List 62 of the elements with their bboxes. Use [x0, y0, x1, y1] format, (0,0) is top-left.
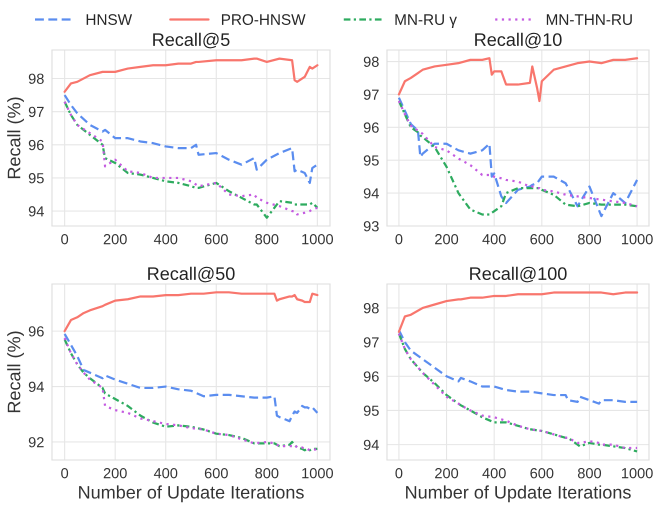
- y-tick-label: 95: [28, 173, 44, 184]
- y-tick-label: 98: [364, 303, 379, 314]
- y-tick-label: 94: [364, 440, 379, 450]
- y-tick-label: 94: [364, 188, 379, 199]
- x-tick-label: 600: [204, 468, 228, 478]
- x-tick-label: 400: [154, 468, 178, 478]
- y-tick-label: 92: [28, 437, 44, 448]
- x-tick-label: 600: [530, 234, 554, 244]
- y-tick-label: 96: [364, 122, 379, 133]
- x-tick-label: 600: [530, 468, 554, 478]
- y-tick-label: 97: [364, 90, 379, 100]
- x-tick-label: 800: [578, 468, 602, 478]
- x-tick-label: 0: [61, 468, 68, 478]
- y-tick-label: 95: [364, 155, 379, 166]
- y-tick-label: 94: [28, 382, 44, 392]
- x-tick-label: 600: [204, 234, 228, 244]
- x-tick-label: 1000: [622, 468, 653, 478]
- y-axis-title: Recall (%): [7, 97, 24, 178]
- y-tick-label: 95: [364, 406, 379, 416]
- chart-title: Recall@5: [153, 32, 230, 48]
- y-tick-label: 98: [28, 74, 44, 84]
- legend-label: PRO-HNSW: [222, 14, 306, 25]
- line-series: [398, 291, 638, 333]
- x-tick-label: 800: [578, 234, 602, 244]
- y-tick-label: 97: [364, 337, 379, 348]
- legend-label: HNSW: [86, 14, 132, 25]
- legend-label: MN-THN-RU: [546, 14, 632, 25]
- line-series: [398, 57, 638, 102]
- y-tick-label: 98: [364, 56, 379, 67]
- line-series: [64, 291, 318, 332]
- y-tick-label: 96: [364, 371, 379, 382]
- x-tick-label: 1000: [302, 234, 334, 244]
- x-tick-label: 200: [435, 234, 458, 244]
- x-tick-label: 200: [435, 468, 458, 478]
- chart-title: Recall@10: [475, 32, 562, 48]
- y-tick-label: 94: [28, 206, 44, 217]
- x-axis-title: Number of Update Iterations: [406, 485, 631, 502]
- x-tick-label: 400: [482, 234, 506, 244]
- line-series: [64, 58, 318, 93]
- x-tick-label: 800: [255, 234, 278, 244]
- x-tick-label: 200: [104, 234, 127, 244]
- x-tick-label: 400: [154, 234, 178, 244]
- x-tick-label: 0: [61, 234, 68, 244]
- line-series: [64, 94, 318, 184]
- x-tick-label: 200: [104, 468, 127, 478]
- chart-title: Recall@50: [148, 266, 235, 282]
- chart-title: Recall@100: [470, 266, 567, 282]
- y-axis-title: Recall (%): [7, 331, 24, 412]
- line-series: [64, 332, 318, 422]
- x-tick-label: 0: [395, 468, 402, 478]
- line-series: [398, 329, 638, 405]
- x-tick-label: 400: [482, 468, 506, 478]
- x-tick-label: 1000: [622, 234, 653, 244]
- x-tick-label: 1000: [302, 468, 334, 478]
- y-tick-label: 96: [28, 140, 44, 150]
- x-axis-title: Number of Update Iterations: [79, 485, 304, 502]
- y-tick-label: 93: [364, 221, 379, 232]
- x-tick-label: 800: [255, 468, 278, 478]
- y-tick-label: 97: [28, 106, 44, 118]
- y-tick-label: 96: [28, 326, 44, 337]
- legend-label: MN-RU γ: [395, 14, 457, 28]
- x-tick-label: 0: [395, 234, 402, 244]
